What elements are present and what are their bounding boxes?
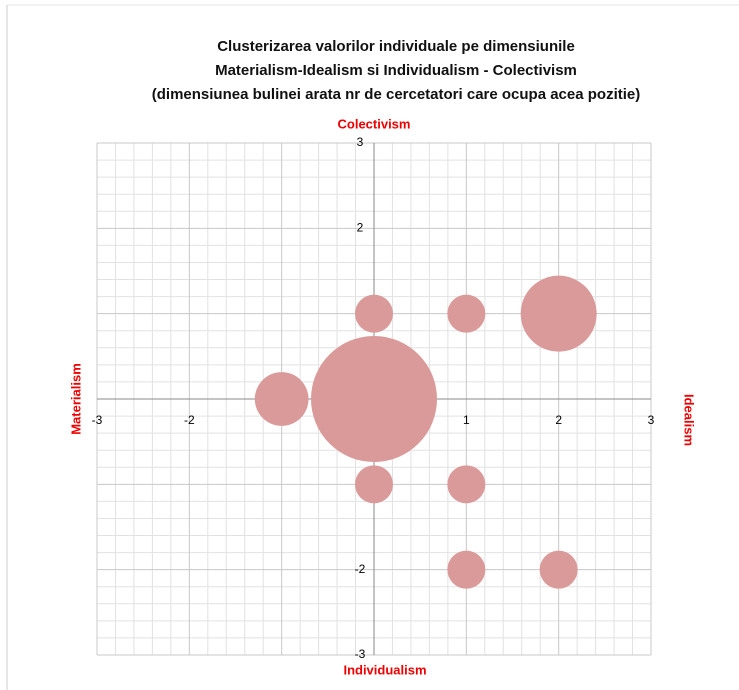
axis-label: Colectivism (338, 116, 411, 131)
y-tick-label: 3 (357, 135, 364, 149)
x-tick-label: -3 (92, 413, 103, 427)
title-line: Clusterizarea valorilor individuale pe d… (217, 38, 575, 55)
axis-label: Materialism (68, 363, 83, 435)
bubble (447, 550, 486, 589)
title-line: (dimensiunea bulinei arata nr de cerceta… (152, 86, 641, 103)
bubble (520, 275, 597, 352)
bubble (355, 294, 393, 333)
axis-label: Individualism (343, 662, 426, 677)
y-tick-label: -3 (355, 647, 366, 661)
axis-label: Idealism (682, 394, 697, 446)
bubble (447, 465, 486, 504)
bubble (447, 294, 486, 333)
x-tick-label: 3 (648, 413, 655, 427)
title-line: Materialism-Idealism si Individualism - … (215, 62, 577, 79)
bubble (539, 550, 578, 589)
y-tick-label: -2 (355, 562, 366, 576)
bubble (355, 465, 393, 504)
bubble (311, 336, 437, 462)
x-tick-label: -2 (184, 413, 195, 427)
y-tick-label: 2 (357, 221, 364, 235)
x-tick-label: 2 (555, 413, 562, 427)
x-tick-label: 1 (463, 413, 470, 427)
bubble (254, 372, 309, 426)
